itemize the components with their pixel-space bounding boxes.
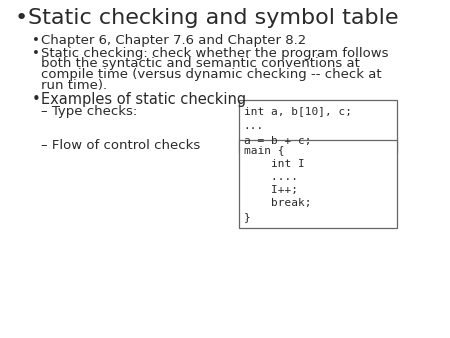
Text: Chapter 6, Chapter 7.6 and Chapter 8.2: Chapter 6, Chapter 7.6 and Chapter 8.2 [41, 34, 306, 47]
Text: I++;: I++; [243, 185, 297, 195]
Text: int a, b[10], c;: int a, b[10], c; [243, 106, 351, 116]
Text: }: } [243, 212, 250, 222]
Text: main {: main { [243, 145, 284, 155]
Text: •: • [32, 47, 40, 59]
Text: both the syntactic and semantic conventions at: both the syntactic and semantic conventi… [41, 57, 360, 70]
Text: a = b + c;: a = b + c; [243, 136, 311, 146]
Text: – Type checks:: – Type checks: [41, 105, 137, 118]
Text: compile time (versus dynamic checking -- check at: compile time (versus dynamic checking --… [41, 68, 382, 81]
Text: •: • [32, 34, 40, 47]
Text: int I: int I [243, 159, 304, 169]
FancyBboxPatch shape [238, 140, 397, 228]
Text: •: • [32, 92, 40, 106]
Text: ....: .... [243, 172, 297, 182]
Text: •: • [14, 8, 27, 28]
Text: – Flow of control checks: – Flow of control checks [41, 139, 200, 152]
Text: Static checking and symbol table: Static checking and symbol table [28, 8, 399, 28]
Text: break;: break; [243, 198, 311, 209]
FancyBboxPatch shape [238, 100, 397, 153]
Text: ...: ... [243, 121, 264, 131]
Text: Examples of static checking: Examples of static checking [41, 92, 246, 106]
Text: run time).: run time). [41, 79, 107, 92]
Text: Static checking: check whether the program follows: Static checking: check whether the progr… [41, 47, 388, 59]
